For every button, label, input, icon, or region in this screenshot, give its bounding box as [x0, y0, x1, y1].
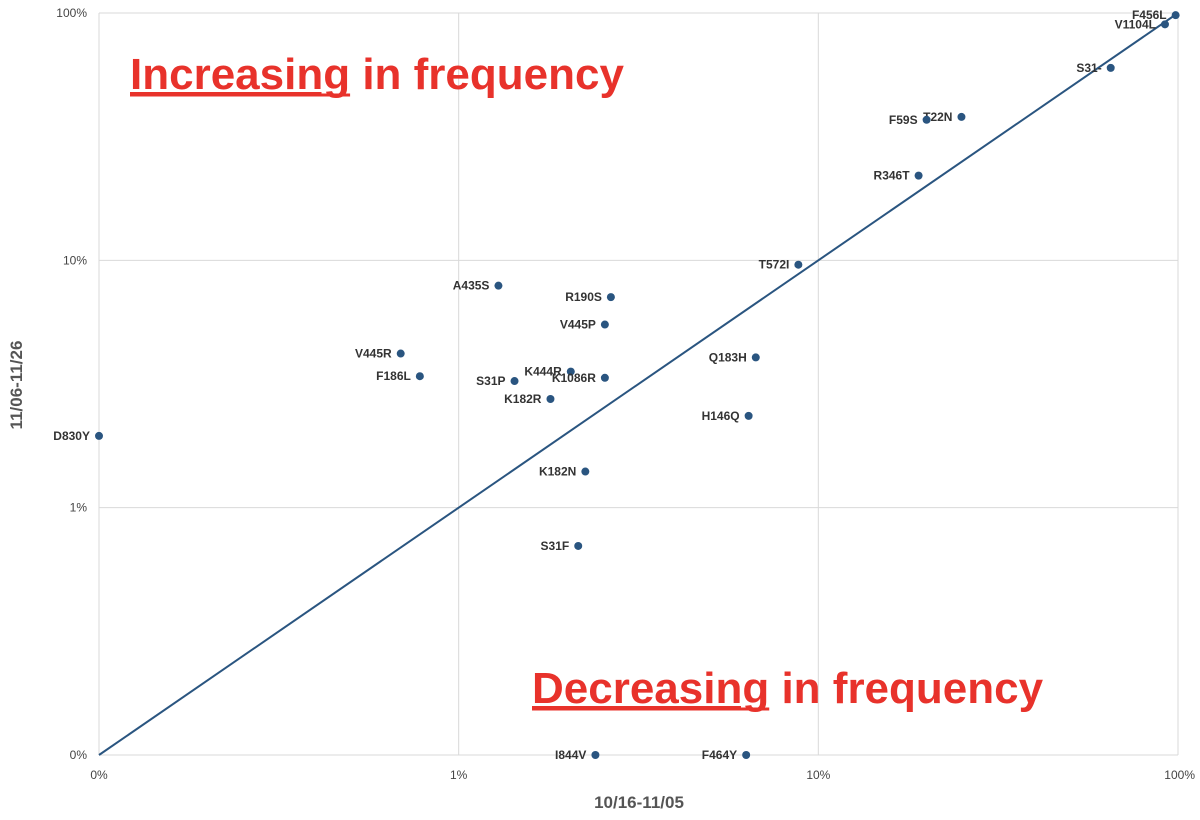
data-point: [600, 373, 609, 382]
point-label: F59S: [889, 113, 918, 127]
y-tick-label: 1%: [70, 501, 88, 515]
y-tick-labels: 0% 1% 10% 100%: [56, 6, 87, 762]
annotation-emphasis: Decreasing: [532, 664, 769, 713]
data-point: [600, 320, 609, 329]
data-point: [546, 395, 555, 404]
point-label: K182R: [504, 392, 542, 406]
point-label: F456L: [1132, 8, 1167, 22]
annotation-rest: in frequency: [769, 664, 1043, 713]
point-label: D830Y: [53, 429, 90, 443]
x-axis-title: 10/16-11/05: [594, 793, 684, 812]
data-point: [1171, 11, 1180, 20]
data-point: [794, 260, 803, 269]
point-label: K182N: [539, 465, 576, 479]
data-point: [922, 115, 931, 124]
point-label: A435S: [453, 279, 490, 293]
y-tick-label: 0%: [70, 748, 88, 762]
y-axis-title: 11/06-11/26: [7, 341, 26, 430]
annotation-rest: in frequency: [350, 50, 624, 99]
annotation-text: Decreasing in frequency: [532, 664, 1044, 713]
point-label: S31F: [541, 539, 570, 553]
x-tick-label: 0%: [90, 768, 108, 782]
point-label: Q183H: [709, 350, 747, 364]
data-point: [591, 751, 600, 759]
x-tick-label: 100%: [1164, 768, 1195, 782]
data-point: [751, 353, 760, 362]
y-tick-label: 100%: [56, 6, 87, 20]
data-point: [581, 467, 590, 476]
x-tick-label: 10%: [806, 768, 830, 782]
annotation-emphasis: Increasing: [130, 50, 350, 99]
data-point: [415, 372, 424, 381]
data-point: [494, 281, 503, 290]
data-point: [574, 541, 583, 550]
data-point: [1106, 63, 1115, 72]
x-tick-label: 1%: [450, 768, 468, 782]
point-label: S31P: [476, 374, 505, 388]
data-point: [1160, 20, 1169, 29]
grid-lines: [98, 12, 1179, 756]
data-point: [95, 431, 103, 440]
point-label: T572I: [759, 258, 790, 272]
y-tick-label: 10%: [63, 253, 87, 267]
point-label: V445R: [355, 347, 392, 361]
point-label: R190S: [565, 290, 602, 304]
annotation-text: Increasing in frequency: [130, 50, 624, 99]
data-point: [914, 171, 923, 180]
point-label: S31-: [1076, 61, 1101, 75]
point-label: H146Q: [702, 409, 740, 423]
point-label: I844V: [555, 748, 586, 762]
point-label: V445P: [560, 318, 596, 332]
reference-line: [98, 12, 1179, 756]
data-point: [957, 112, 966, 121]
x-tick-labels: 0% 1% 10% 100%: [90, 768, 1195, 782]
data-point: [744, 411, 753, 420]
point-label: V1104L: [1115, 17, 1156, 31]
data-point: [510, 377, 519, 386]
data-point: [606, 293, 615, 302]
point-label: K1086R: [552, 371, 596, 385]
point-label: K444R: [524, 365, 562, 379]
point-label: F186L: [376, 369, 411, 383]
data-point: [566, 367, 575, 376]
data-point: [742, 751, 751, 759]
data-point: [396, 349, 405, 358]
point-label: R346T: [874, 169, 911, 183]
data-points: F456LV1104LS31-T22NF59SR346TT572IA435SR1…: [53, 8, 1180, 762]
point-label: F464Y: [702, 748, 737, 762]
